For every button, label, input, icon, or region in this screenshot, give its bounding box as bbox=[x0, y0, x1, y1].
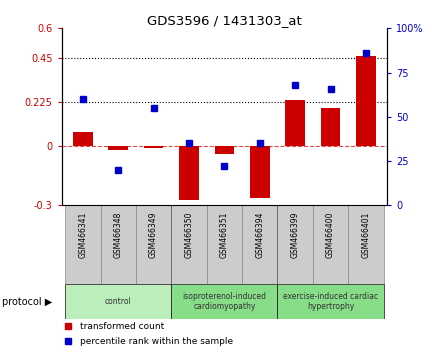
Text: transformed count: transformed count bbox=[80, 322, 164, 331]
Text: protocol ▶: protocol ▶ bbox=[2, 297, 52, 307]
Text: isoproterenol-induced
cardiomyopathy: isoproterenol-induced cardiomyopathy bbox=[183, 292, 266, 312]
Bar bbox=[100, 205, 136, 284]
Bar bbox=[171, 205, 207, 284]
Bar bbox=[242, 205, 278, 284]
Bar bbox=[313, 205, 348, 284]
Bar bbox=[136, 205, 171, 284]
Text: GSM466351: GSM466351 bbox=[220, 212, 229, 258]
Bar bbox=[207, 205, 242, 284]
Text: GSM466350: GSM466350 bbox=[184, 212, 194, 258]
Text: GSM466400: GSM466400 bbox=[326, 212, 335, 258]
Text: GSM466399: GSM466399 bbox=[291, 212, 300, 258]
Text: GSM466401: GSM466401 bbox=[362, 212, 370, 258]
Bar bbox=[144, 146, 163, 148]
Bar bbox=[278, 284, 384, 319]
Text: GSM466341: GSM466341 bbox=[78, 212, 87, 258]
Bar bbox=[348, 205, 384, 284]
Title: GDS3596 / 1431303_at: GDS3596 / 1431303_at bbox=[147, 14, 302, 27]
Text: GSM466349: GSM466349 bbox=[149, 212, 158, 258]
Bar bbox=[109, 146, 128, 150]
Text: percentile rank within the sample: percentile rank within the sample bbox=[80, 337, 233, 346]
Bar bbox=[278, 205, 313, 284]
Text: control: control bbox=[105, 297, 132, 306]
Text: exercise-induced cardiac
hypertrophy: exercise-induced cardiac hypertrophy bbox=[283, 292, 378, 312]
Bar bbox=[321, 108, 340, 146]
Text: GSM466394: GSM466394 bbox=[255, 212, 264, 258]
Bar bbox=[65, 205, 100, 284]
Bar bbox=[250, 146, 270, 199]
Bar bbox=[179, 146, 199, 200]
Bar bbox=[286, 100, 305, 146]
Bar bbox=[215, 146, 234, 154]
Bar bbox=[171, 284, 278, 319]
Bar bbox=[65, 284, 171, 319]
Bar bbox=[356, 56, 376, 146]
Text: GSM466348: GSM466348 bbox=[114, 212, 123, 258]
Bar bbox=[73, 132, 92, 146]
